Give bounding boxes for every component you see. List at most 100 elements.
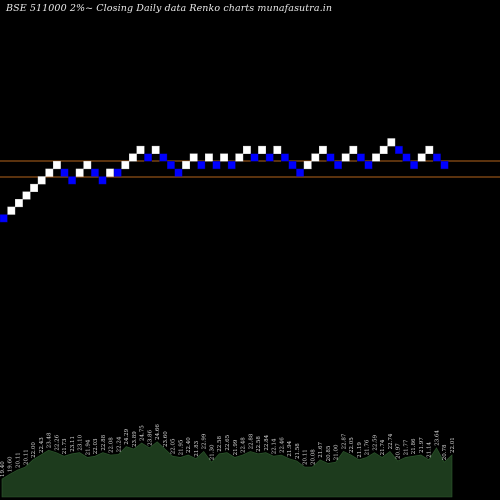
volume-label: 22.26 xyxy=(54,434,60,450)
volume-label: 22.84 xyxy=(264,434,270,450)
volume-label: 21.86 xyxy=(411,438,417,454)
renko-brick-down xyxy=(296,168,304,177)
renko-brick-down xyxy=(166,161,175,170)
volume-label: 21.19 xyxy=(357,442,363,458)
volume-label: 22.14 xyxy=(272,438,278,454)
volume-label: 24.66 xyxy=(155,424,161,440)
volume-label: 23.11 xyxy=(70,436,76,452)
renko-brick-up xyxy=(387,138,396,147)
volume-label: 22.88 xyxy=(248,433,254,449)
renko-brick-down xyxy=(227,161,236,170)
volume-label: 21.30 xyxy=(209,444,215,460)
renko-brick-down xyxy=(402,153,411,162)
volume-label: 22.40 xyxy=(186,437,192,453)
volume-label: 21.73 xyxy=(62,438,68,454)
renko-brick-down xyxy=(250,153,259,162)
renko-brick-down xyxy=(288,161,297,170)
renko-brick-up xyxy=(106,168,115,177)
volume-label: 21.76 xyxy=(365,439,371,455)
renko-brick-down xyxy=(334,161,342,170)
renko-brick-up xyxy=(311,153,320,162)
volume-label: 21.94 xyxy=(85,439,91,455)
volume-label: 21.99 xyxy=(233,439,239,455)
volume-label: 22.03 xyxy=(93,438,99,454)
renko-brick-up xyxy=(22,191,31,200)
volume-label: 20.85 xyxy=(326,445,332,461)
renko-bricks xyxy=(0,138,449,223)
renko-brick-down xyxy=(281,153,289,162)
volume-label: 23.64 xyxy=(434,430,440,446)
renko-brick-up xyxy=(128,153,137,162)
renko-brick-up xyxy=(319,145,327,154)
renko-brick-down xyxy=(197,161,206,170)
renko-brick-down xyxy=(433,153,441,162)
renko-brick-up xyxy=(425,145,434,154)
volume-label: 21.77 xyxy=(403,439,409,455)
renko-brick-down xyxy=(98,176,107,185)
volume-label: 22.88 xyxy=(101,434,107,450)
volume-label: 22.59 xyxy=(372,434,378,450)
renko-brick-up xyxy=(235,153,244,162)
volume-labels: 19.40 19.60 20.11 20.11 22.00 22.43 23.48 22.26… xyxy=(0,424,456,477)
volume-label: 19.60 xyxy=(8,456,14,472)
volume-label: 23.10 xyxy=(78,434,84,450)
renko-brick-up xyxy=(273,145,282,154)
renko-brick-up xyxy=(242,145,251,154)
volume-label: 20.78 xyxy=(442,444,448,460)
volume-label: 19.40 xyxy=(0,461,6,477)
volume-label: 22.43 xyxy=(39,437,45,453)
volume-label: 24.29 xyxy=(124,428,130,444)
renko-brick-down xyxy=(410,161,418,170)
volume-label: 22.01 xyxy=(450,437,456,453)
renko-brick-up xyxy=(136,145,145,154)
renko-brick-down xyxy=(0,214,8,223)
renko-brick-up xyxy=(53,161,61,170)
volume-label: 20.11 xyxy=(16,452,22,468)
volume-label: 20.97 xyxy=(396,443,402,459)
volume-label: 22.87 xyxy=(341,433,347,449)
volume-label: 23.48 xyxy=(47,432,53,448)
volume-label: 22.58 xyxy=(256,436,262,452)
volume-label: 22.00 xyxy=(31,442,37,458)
renko-brick-down xyxy=(364,161,373,170)
renko-brick-up xyxy=(220,153,228,162)
renko-brick-up xyxy=(121,161,130,170)
renko-brick-down xyxy=(90,168,99,177)
volume-label: 22.65 xyxy=(225,434,231,450)
volume-label: 24.75 xyxy=(140,425,146,441)
renko-brick-down xyxy=(212,161,221,170)
renko-brick-up xyxy=(189,153,198,162)
renko-brick-up xyxy=(258,145,266,154)
renko-brick-down xyxy=(174,168,183,177)
renko-brick-down xyxy=(68,176,77,185)
renko-brick-up xyxy=(204,153,213,162)
renko-brick-up xyxy=(379,145,388,154)
renko-brick-up xyxy=(341,153,350,162)
volume-label: 22.08 xyxy=(109,437,115,453)
volume-label: 22.48 xyxy=(241,437,247,453)
volume-label: 21.74 xyxy=(380,439,386,455)
renko-brick-up xyxy=(303,161,312,170)
volume-label: 20.08 xyxy=(310,449,316,465)
volume-label: 23.89 xyxy=(132,431,138,447)
volume-label: 21.94 xyxy=(287,440,293,456)
volume-label: 21.83 xyxy=(194,440,200,456)
volume-label: 22.58 xyxy=(217,436,223,452)
renko-brick-up xyxy=(75,168,84,177)
renko-brick-up xyxy=(83,161,92,170)
renko-brick-up xyxy=(45,168,54,177)
volume-label: 23.60 xyxy=(163,431,169,447)
renko-brick-up xyxy=(7,206,16,215)
volume-area xyxy=(1,441,453,498)
renko-brick-down xyxy=(144,153,152,162)
renko-brick-down xyxy=(265,153,274,162)
volume-label: 21.95 xyxy=(178,439,184,455)
renko-brick-down xyxy=(159,153,168,162)
volume-label: 22.99 xyxy=(202,433,208,449)
volume-label: 21.58 xyxy=(295,443,301,459)
volume-label: 20.11 xyxy=(303,449,309,465)
renko-brick-down xyxy=(60,168,69,177)
renko-brick-up xyxy=(37,176,46,185)
